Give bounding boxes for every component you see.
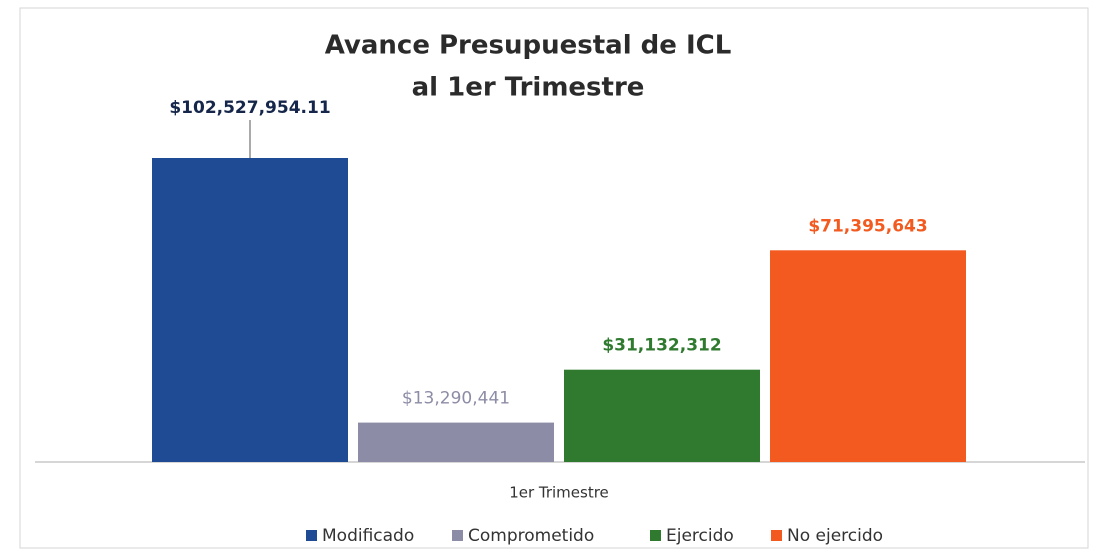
bar — [152, 158, 348, 462]
bar — [358, 422, 554, 462]
legend-label: No ejercido — [787, 526, 883, 546]
data-label: $102,527,954.11 — [169, 98, 330, 118]
legend-swatch — [452, 530, 463, 541]
legend-swatch — [650, 530, 661, 541]
data-label: $13,290,441 — [402, 389, 510, 409]
bar — [564, 369, 760, 462]
legend-swatch — [306, 530, 317, 541]
legend-swatch — [771, 530, 782, 541]
data-label: $71,395,643 — [808, 216, 927, 236]
chart-title: al 1er Trimestre — [412, 73, 645, 103]
data-label: $31,132,312 — [602, 336, 721, 356]
bar — [770, 250, 966, 462]
legend-label: Ejercido — [666, 526, 734, 546]
chart-title: Avance Presupuestal de ICL — [325, 31, 732, 61]
legend-label: Comprometido — [468, 526, 594, 546]
x-tick-label: 1er Trimestre — [509, 484, 609, 502]
legend-label: Modificado — [322, 526, 414, 546]
